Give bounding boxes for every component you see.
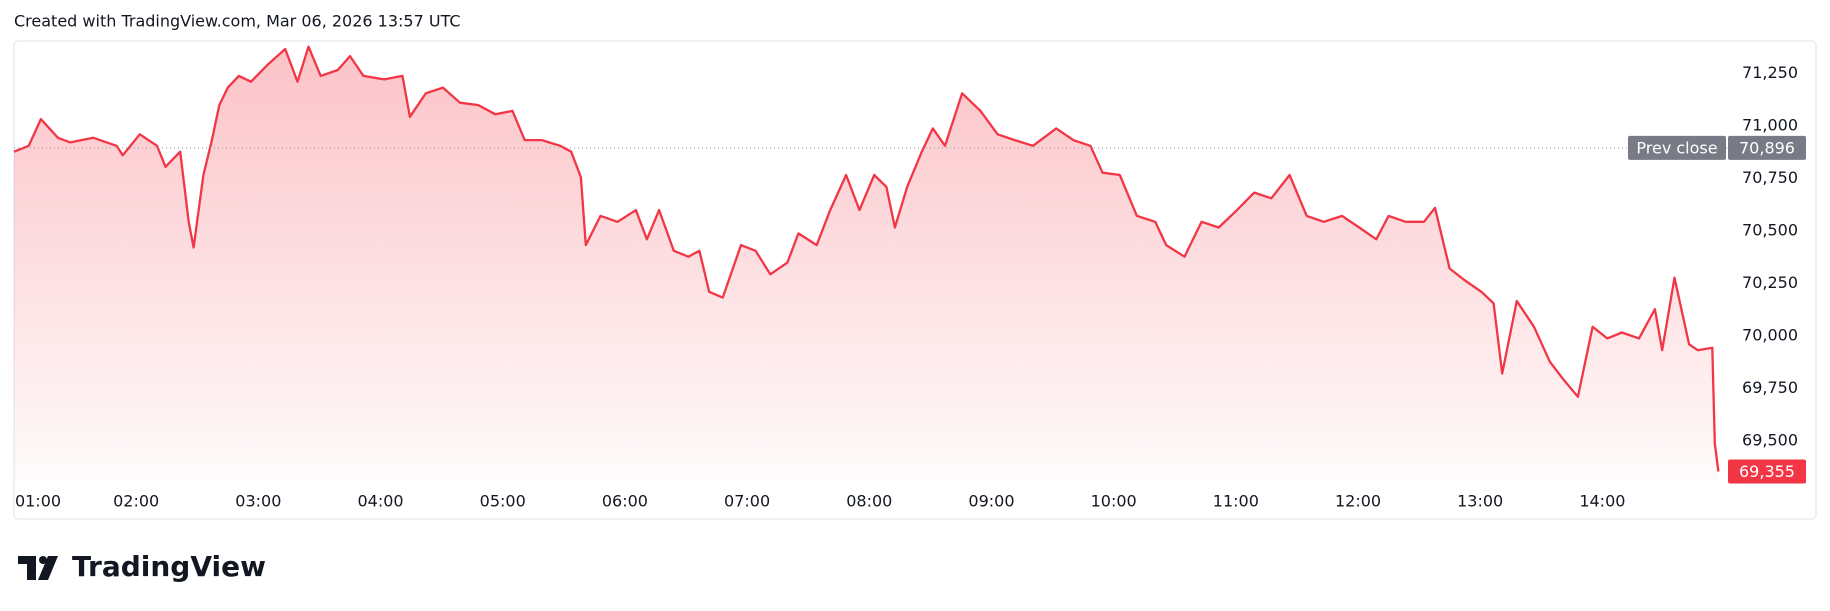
x-tick-label: 11:00 <box>1213 492 1259 511</box>
x-tick-label: 08:00 <box>846 492 892 511</box>
y-tick-label: 71,000 <box>1742 116 1798 135</box>
x-tick-label: 10:00 <box>1091 492 1137 511</box>
y-tick-label: 70,750 <box>1742 168 1798 187</box>
x-tick-label: 12:00 <box>1335 492 1381 511</box>
last-price-value: 69,355 <box>1739 462 1795 481</box>
x-tick-label: 01:00 <box>15 492 61 511</box>
x-tick-label: 04:00 <box>357 492 403 511</box>
price-line <box>13 45 1720 472</box>
prev-close-value: 70,896 <box>1739 138 1795 157</box>
prev-close-name: Prev close <box>1636 138 1717 157</box>
last-price-tag <box>1728 459 1806 484</box>
x-tick-label: 07:00 <box>724 492 770 511</box>
y-tick-label: 69,750 <box>1742 378 1798 397</box>
y-tick-label: 70,250 <box>1742 273 1798 292</box>
logo-text: TradingView <box>72 550 266 583</box>
x-tick-label: 14:00 <box>1579 492 1625 511</box>
x-tick-label: 09:00 <box>968 492 1014 511</box>
x-tick-label: 05:00 <box>480 492 526 511</box>
area-fill <box>14 46 1719 481</box>
x-tick-label: 06:00 <box>602 492 648 511</box>
x-tick-label: 03:00 <box>235 492 281 511</box>
y-tick-label: 69,500 <box>1742 431 1798 450</box>
x-tick-label: 02:00 <box>113 492 159 511</box>
y-tick-label: 71,250 <box>1742 63 1798 82</box>
prev-close-tag <box>1628 135 1726 160</box>
y-tick-label: 70,500 <box>1742 221 1798 240</box>
logo <box>18 556 58 580</box>
y-tick-label: 70,000 <box>1742 326 1798 345</box>
x-tick-label: 13:00 <box>1457 492 1503 511</box>
header-text: Created with TradingView.com, Mar 06, 20… <box>14 12 461 31</box>
prev-close-value-tag <box>1728 135 1806 160</box>
